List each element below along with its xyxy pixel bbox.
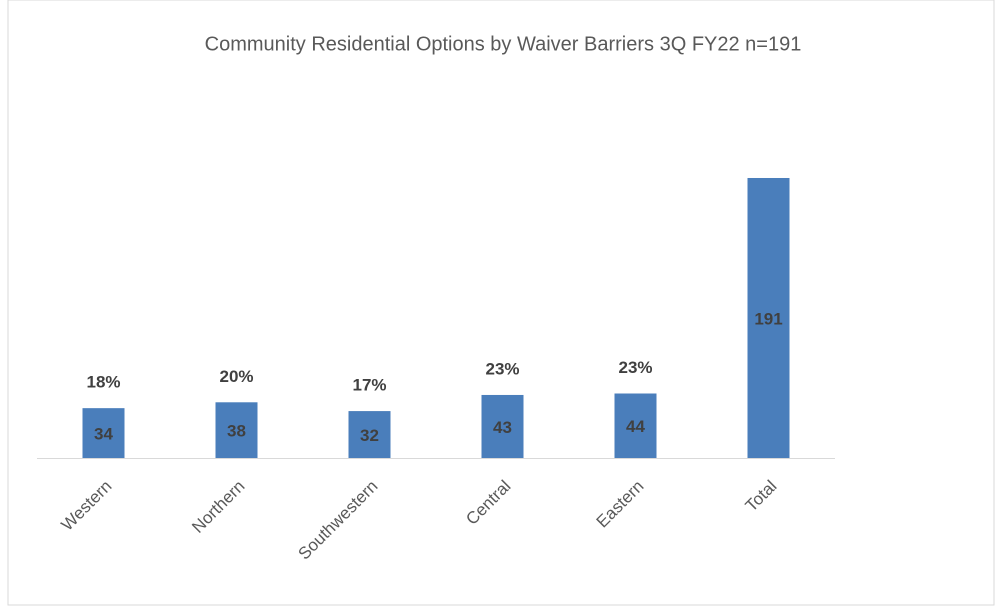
percent-label: 20% — [219, 367, 253, 386]
bar — [348, 411, 391, 458]
data-label: 32 — [360, 426, 379, 445]
bar — [747, 177, 790, 458]
bar — [614, 393, 657, 458]
percent-label: 23% — [618, 358, 652, 377]
data-label: 44 — [626, 417, 645, 436]
data-label: 191 — [754, 309, 782, 328]
chart-border — [7, 0, 995, 606]
chart-title: Community Residential Options by Waiver … — [205, 33, 802, 55]
data-label: 38 — [227, 422, 246, 441]
bar — [82, 408, 125, 458]
data-label: 34 — [94, 425, 113, 444]
percent-label: 18% — [86, 373, 120, 392]
bar — [215, 402, 258, 458]
data-label: 43 — [493, 418, 512, 437]
percent-label: 17% — [352, 376, 386, 395]
percent-label: 23% — [485, 359, 519, 378]
bar — [481, 394, 524, 458]
